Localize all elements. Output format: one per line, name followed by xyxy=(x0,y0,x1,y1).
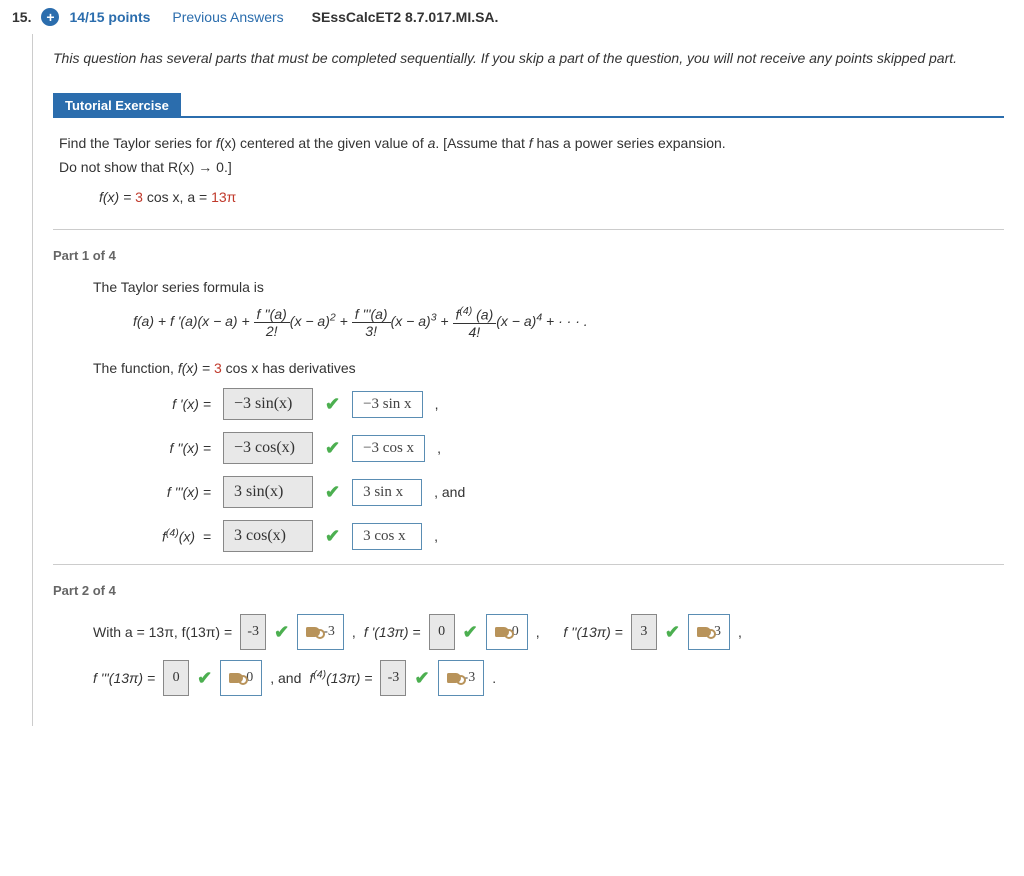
answer-preview: 0 xyxy=(220,660,262,696)
part2-body: With a = 13π, f(13π) = -3 ✔ -3 , f '(13π… xyxy=(53,614,1004,696)
deriv-label: f '''(x) = xyxy=(133,484,211,500)
tutorial-label: Tutorial Exercise xyxy=(53,93,181,118)
answer-preview: −3 sin x xyxy=(352,391,422,418)
key-icon xyxy=(697,627,711,637)
answer-input[interactable]: −3 cos(x) xyxy=(223,432,313,464)
exercise-prompt: Find the Taylor series for f(x) centered… xyxy=(53,118,1004,217)
prompt-line2: Do not show that R(x) → 0.] xyxy=(59,156,998,180)
divider xyxy=(53,564,1004,565)
check-icon: ✔ xyxy=(325,394,340,415)
answer-preview: 3 cos x xyxy=(352,523,422,550)
expand-icon[interactable]: + xyxy=(41,8,59,26)
deriv-row-4: f(4)(x) = 3 cos(x) ✔ 3 cos x, xyxy=(133,520,1004,552)
check-icon: ✔ xyxy=(325,526,340,547)
check-icon: ✔ xyxy=(414,660,429,696)
points-link[interactable]: 14/15 points xyxy=(69,9,150,25)
tutorial-rule xyxy=(181,116,1004,118)
answer-preview: −3 cos x xyxy=(352,435,425,462)
part1-body: The Taylor series formula is f(a) + f '(… xyxy=(53,279,1004,552)
key-icon xyxy=(495,627,509,637)
question-number: 15. xyxy=(12,9,31,25)
check-icon: ✔ xyxy=(325,482,340,503)
prompt-text: Find the Taylor series for xyxy=(59,135,216,151)
answer-input[interactable]: 3 xyxy=(631,614,657,650)
deriv-row-1: f '(x) = −3 sin(x) ✔ −3 sin x, xyxy=(133,388,1004,420)
sequential-instruction: This question has several parts that mus… xyxy=(53,48,1004,69)
key-icon xyxy=(229,673,243,683)
previous-answers-link[interactable]: Previous Answers xyxy=(172,9,283,25)
answer-input[interactable]: 0 xyxy=(163,660,189,696)
answer-preview: 0 xyxy=(486,614,528,650)
deriv-row-3: f '''(x) = 3 sin(x) ✔ 3 sin x, and xyxy=(133,476,1004,508)
check-icon: ✔ xyxy=(463,614,478,650)
answer-input[interactable]: -3 xyxy=(240,614,266,650)
answer-preview: -3 xyxy=(297,614,344,650)
exercise-code: SEssCalcET2 8.7.017.MI.SA. xyxy=(312,9,499,25)
deriv-label: f ''(x) = xyxy=(133,440,211,456)
taylor-intro: The Taylor series formula is xyxy=(93,279,1004,295)
deriv-label: f(4)(x) = xyxy=(133,527,211,545)
check-icon: ✔ xyxy=(325,438,340,459)
answer-input[interactable]: -3 xyxy=(380,660,406,696)
answer-input[interactable]: 3 sin(x) xyxy=(223,476,313,508)
answer-preview: 3 xyxy=(688,614,730,650)
answer-preview: 3 sin x xyxy=(352,479,422,506)
tutorial-header: Tutorial Exercise xyxy=(53,93,1004,118)
answer-input[interactable]: 3 cos(x) xyxy=(223,520,313,552)
deriv-label: f '(x) = xyxy=(133,396,211,412)
derivative-list: f '(x) = −3 sin(x) ✔ −3 sin x, f ''(x) =… xyxy=(93,388,1004,552)
deriv-row-2: f ''(x) = −3 cos(x) ✔ −3 cos x, xyxy=(133,432,1004,464)
key-icon xyxy=(447,673,461,683)
check-icon: ✔ xyxy=(197,660,212,696)
answer-input[interactable]: −3 sin(x) xyxy=(223,388,313,420)
check-icon: ✔ xyxy=(665,614,680,650)
key-icon xyxy=(306,627,320,637)
part2-label: Part 2 of 4 xyxy=(53,583,1004,598)
answer-preview: -3 xyxy=(438,660,485,696)
check-icon: ✔ xyxy=(274,614,289,650)
answer-input[interactable]: 0 xyxy=(429,614,455,650)
divider xyxy=(53,229,1004,230)
part1-label: Part 1 of 4 xyxy=(53,248,1004,263)
question-body: This question has several parts that mus… xyxy=(32,34,1024,726)
taylor-formula: f(a) + f '(a)(x − a) + f ''(a)2!(x − a)2… xyxy=(93,305,1004,340)
question-header: 15. + 14/15 points Previous Answers SEss… xyxy=(0,0,1024,34)
